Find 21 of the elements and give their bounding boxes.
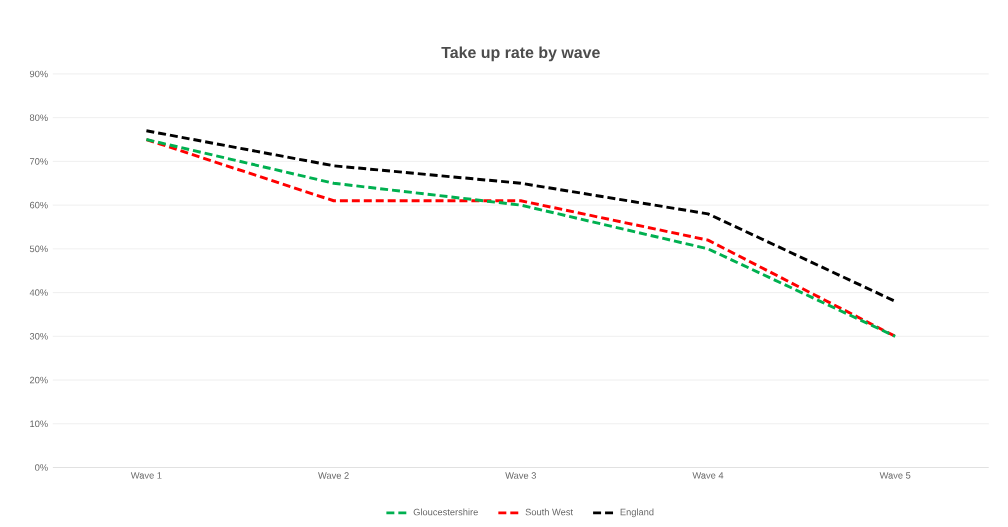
- legend-label: Gloucestershire: [413, 508, 478, 516]
- line-series: [144, 138, 897, 338]
- y-tick-label: 10%: [30, 420, 48, 428]
- y-tick-label: 90%: [29, 70, 48, 78]
- chart-title: Take up rate by wave: [441, 46, 600, 62]
- x-tick-label: Wave 1: [130, 472, 162, 479]
- y-tick-label: 0%: [35, 464, 48, 471]
- legend-label: England: [620, 508, 654, 518]
- x-tick-label: Wave 4: [692, 472, 724, 479]
- y-tick-label: 40%: [29, 289, 48, 296]
- y-tick-label: 60%: [29, 201, 48, 209]
- x-tick-label: Wave 3: [505, 472, 536, 479]
- y-tick-label: 30%: [29, 333, 48, 340]
- y-tick-label: 20%: [29, 376, 48, 384]
- x-tick-label: Wave 5: [879, 472, 911, 479]
- y-tick-label: 50%: [29, 245, 48, 253]
- line-series: [144, 129, 897, 303]
- y-tick-label: 70%: [29, 158, 48, 165]
- x-tick-label: Wave 2: [318, 472, 349, 479]
- legend-label: South West: [525, 508, 573, 516]
- y-tick-label: 80%: [29, 114, 48, 121]
